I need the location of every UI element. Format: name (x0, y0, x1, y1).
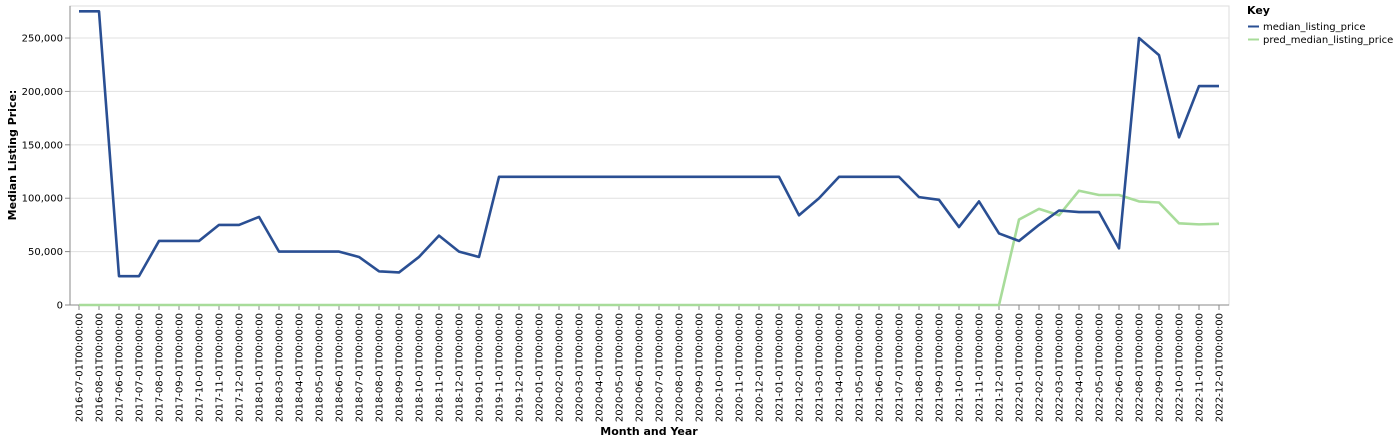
legend: Key median_listing_price pred_median_list… (1247, 4, 1393, 46)
x-tick-label: 2018-03-01T00:00:00 (275, 313, 286, 422)
x-tick-label: 2017-08-01T00:00:00 (155, 313, 166, 422)
x-tick-label: 2020-02-01T00:00:00 (555, 313, 566, 422)
x-tick-label: 2022-10-01T00:00:00 (1175, 313, 1186, 422)
x-tick-label: 2018-11-01T00:00:00 (435, 313, 446, 422)
x-tick-label: 2020-04-01T00:00:00 (595, 313, 606, 422)
legend-items: median_listing_price pred_median_listing_… (1248, 22, 1393, 46)
x-tick-label: 2022-09-01T00:00:00 (1155, 313, 1166, 422)
series-lines (79, 10, 1220, 307)
x-tick-label: 2022-05-01T00:00:00 (1095, 313, 1106, 422)
x-tick-label: 2018-01-01T00:00:00 (255, 313, 266, 422)
x-tick-label: 2021-08-01T00:00:00 (915, 313, 926, 422)
y-tick-label: 150,000 (22, 140, 63, 151)
x-tick-label: 2018-04-01T00:00:00 (295, 313, 306, 422)
x-tick-label: 2018-09-01T00:00:00 (395, 313, 406, 422)
x-tick-label: 2020-09-01T00:00:00 (695, 313, 706, 422)
x-tick-label: 2022-04-01T00:00:00 (1075, 313, 1086, 422)
y-tick-label: 200,000 (22, 87, 63, 98)
x-tick-label: 2017-11-01T00:00:00 (215, 313, 226, 422)
x-tick-label: 2020-01-01T00:00:00 (535, 313, 546, 422)
x-axis: 2016-07-01T00:00:00 2016-08-01T00:00:00 20… (70, 304, 1229, 422)
x-tick-label: 2022-01-01T00:00:00 (1015, 313, 1026, 422)
x-tick-label: 2021-09-01T00:00:00 (935, 313, 946, 422)
x-tick-label: 2018-12-01T00:00:00 (455, 313, 466, 422)
y-tick-label: 250,000 (22, 34, 63, 45)
x-tick-label: 2018-10-01T00:00:00 (415, 313, 426, 422)
x-tick-label: 2016-07-01T00:00:00 (75, 313, 86, 422)
plot-border (69, 5, 1230, 306)
legend-title: Key (1247, 4, 1270, 17)
series-line-median-listing-price (79, 10, 1219, 278)
x-tick-label: 2017-12-01T00:00:00 (235, 313, 246, 422)
x-tick-label: 2021-04-01T00:00:00 (835, 313, 846, 422)
x-tick-label: 2020-03-01T00:00:00 (575, 313, 586, 422)
x-tick-label: 2022-08-01T00:00:00 (1135, 313, 1146, 422)
gridlines (70, 37, 1229, 306)
x-tick-label: 2017-09-01T00:00:00 (175, 313, 186, 422)
x-tick-label: 2018-06-01T00:00:00 (335, 313, 346, 422)
x-tick-label: 2020-06-01T00:00:00 (635, 313, 646, 422)
y-tick-label: 50,000 (28, 247, 63, 258)
x-tick-label: 2016-08-01T00:00:00 (95, 313, 106, 422)
y-tick-label: 0 (57, 301, 63, 312)
y-tick-label: 100,000 (22, 194, 63, 205)
y-axis-title: Median Listing Price: (6, 90, 19, 221)
x-tick-label: 2022-06-01T00:00:00 (1115, 313, 1126, 422)
x-tick-label: 2022-03-01T00:00:00 (1055, 313, 1066, 422)
x-tick-label: 2021-12-01T00:00:00 (995, 313, 1006, 422)
x-tick-label: 2021-11-01T00:00:00 (975, 313, 986, 422)
series-line-pred-median-listing-price (79, 189, 1220, 307)
x-tick-label: 2022-12-01T00:00:00 (1215, 313, 1226, 422)
x-tick-label: 2020-07-01T00:00:00 (655, 313, 666, 422)
x-tick-label: 2018-08-01T00:00:00 (375, 313, 386, 422)
x-tick-label: 2017-10-01T00:00:00 (195, 313, 206, 422)
x-tick-label: 2019-11-01T00:00:00 (495, 313, 506, 422)
x-tick-label: 2020-05-01T00:00:00 (615, 313, 626, 422)
x-tick-label: 2022-02-01T00:00:00 (1035, 313, 1046, 422)
x-tick-label: 2019-01-01T00:00:00 (475, 313, 486, 422)
y-axis: 0 50,000 100,000 150,000 200,000 250,000 (22, 6, 71, 312)
legend-label: pred_median_listing_price (1263, 35, 1393, 46)
x-tick-label: 2018-05-01T00:00:00 (315, 313, 326, 422)
x-tick-label: 2017-07-01T00:00:00 (135, 313, 146, 422)
x-tick-label: 2021-10-01T00:00:00 (955, 313, 966, 422)
x-tick-label: 2021-07-01T00:00:00 (895, 313, 906, 422)
x-tick-label: 2019-12-01T00:00:00 (515, 313, 526, 422)
x-tick-label: 2021-02-01T00:00:00 (795, 313, 806, 422)
x-axis-title: Month and Year (600, 425, 698, 438)
x-tick-label: 2021-05-01T00:00:00 (855, 313, 866, 422)
plot-area (69, 5, 1230, 306)
legend-label: median_listing_price (1263, 22, 1366, 33)
x-tick-label: 2021-03-01T00:00:00 (815, 313, 826, 422)
x-tick-label: 2017-06-01T00:00:00 (115, 313, 126, 422)
x-tick-label: 2020-08-01T00:00:00 (675, 313, 686, 422)
x-tick-label: 2022-11-01T00:00:00 (1195, 313, 1206, 422)
x-tick-label: 2020-11-01T00:00:00 (735, 313, 746, 422)
x-tick-label: 2018-07-01T00:00:00 (355, 313, 366, 422)
x-tick-label: 2020-10-01T00:00:00 (715, 313, 726, 422)
x-tick-label: 2021-06-01T00:00:00 (875, 313, 886, 422)
x-tick-label: 2021-01-01T00:00:00 (775, 313, 786, 422)
x-tick-label: 2020-12-01T00:00:00 (755, 313, 766, 422)
